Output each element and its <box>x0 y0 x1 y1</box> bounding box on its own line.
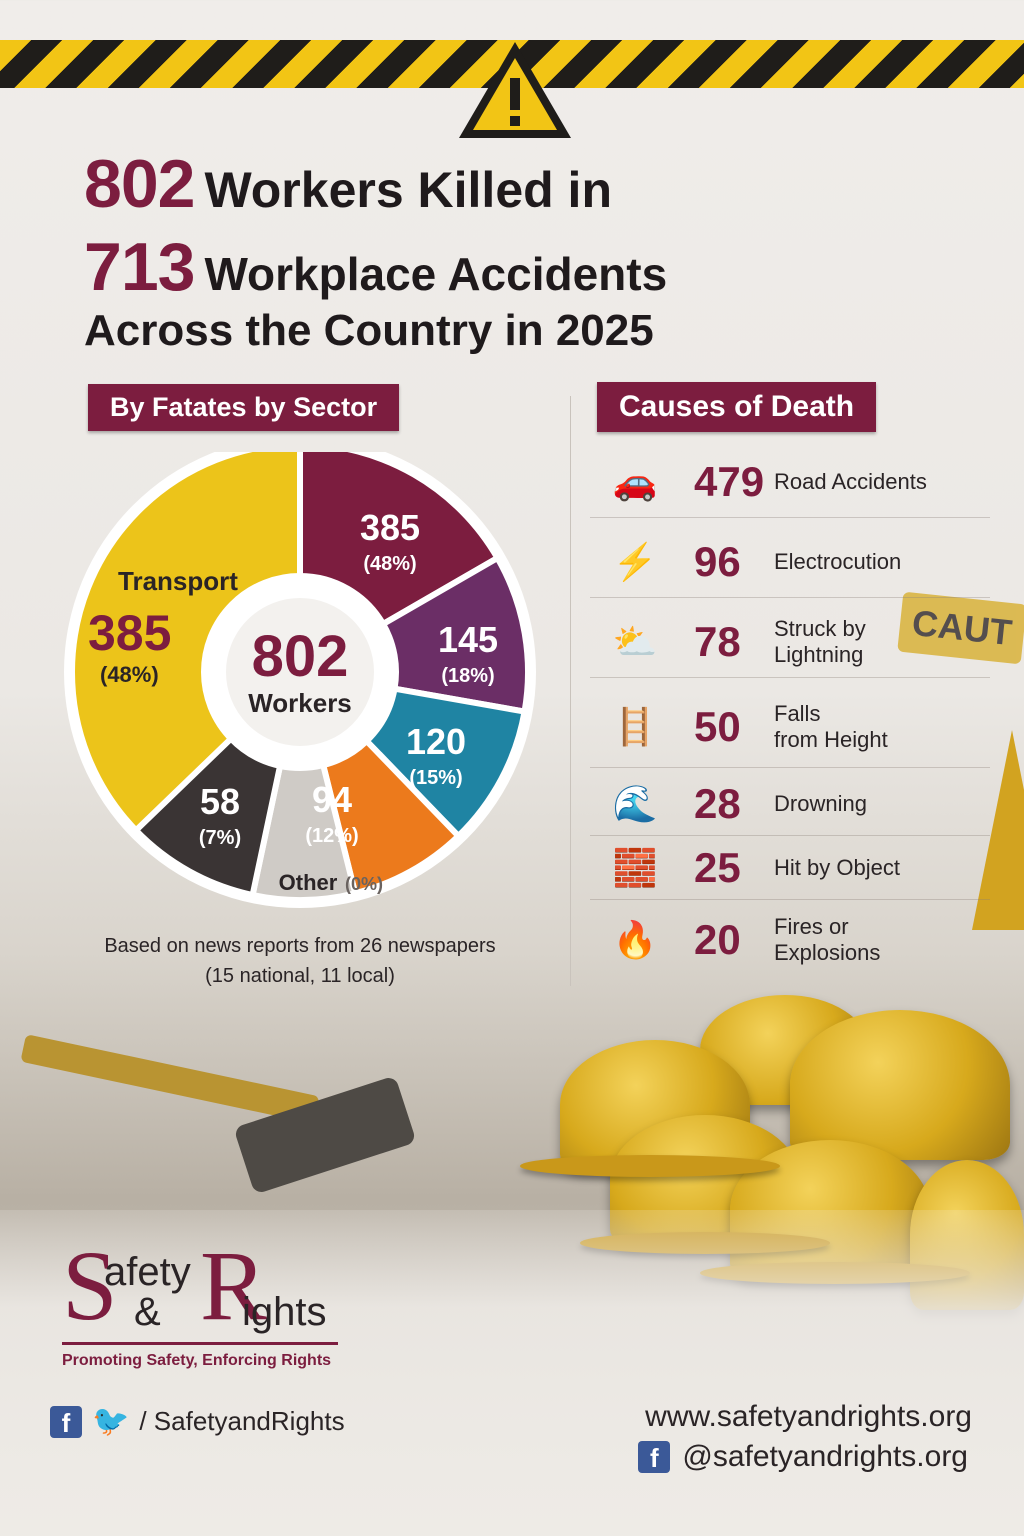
slice-category-label: Transport <box>118 566 238 596</box>
cause-row-road-accidents: 🚗 479 Road Accidents <box>590 446 990 518</box>
slice-percent-label: (0%) <box>345 874 383 894</box>
slice-percent-label: (15%) <box>409 767 462 789</box>
cause-row-drowning: 🌊 28 Drowning <box>590 772 990 836</box>
logo-letter-r: R <box>200 1230 267 1341</box>
slice-value-label: 120 <box>406 721 466 762</box>
logo-text-afety: afety <box>104 1250 191 1294</box>
cause-label: Hit by Object <box>774 855 900 881</box>
donut-slice <box>131 734 284 899</box>
facebook-icon[interactable]: f <box>638 1441 671 1473</box>
twitter-icon[interactable]: 🐦 <box>92 1405 130 1438</box>
cause-label-line-1: Struck by <box>774 615 866 641</box>
cause-row-falls: 🪜 50 Falls from Height <box>590 686 990 768</box>
cause-row-fires: 🔥 20 Fires or Explosions <box>590 902 990 978</box>
fire-icon: 🔥 <box>612 919 658 960</box>
hard-hat <box>790 1010 1010 1160</box>
source-note-line-2: (15 national, 11 local) <box>205 965 395 987</box>
sector-donut-chart: 802 Workers Transport385(48%)385(48%)145… <box>64 452 536 908</box>
cause-label-line-1: Electrocution <box>774 548 902 574</box>
cause-count: 28 <box>694 779 741 827</box>
logo-letter-s: S <box>62 1230 118 1341</box>
cause-label-line-1: Fires or <box>774 914 849 939</box>
cause-label-line-1: Road Accidents <box>774 468 927 494</box>
slice-percent-label: (48%) <box>363 553 416 575</box>
cause-label: Falls from Height <box>774 701 888 753</box>
slice-percent-label: (18%) <box>441 665 494 687</box>
cause-label: Electrocution <box>774 549 901 575</box>
falling-person-icon: 🪜 <box>612 705 658 747</box>
cause-row-hit-by-object: 🧱 25 Hit by Object <box>590 836 990 900</box>
car-crash-icon: 🚗 <box>612 460 658 502</box>
facebook-handle-row: f @safetyandrights.org <box>638 1440 968 1474</box>
donut-center-number: 802 <box>252 624 349 689</box>
logo-ampersand: & <box>134 1290 161 1334</box>
cause-label: Drowning <box>774 791 867 817</box>
slice-percent-label: (12%) <box>305 825 358 847</box>
slice-value-label: 94 <box>312 779 352 820</box>
donut-hole <box>218 590 382 754</box>
traffic-cone <box>972 730 1024 930</box>
cause-label: Struck by Lightning <box>774 616 866 668</box>
warning-triangle-icon <box>459 42 571 138</box>
cause-label: Road Accidents <box>774 469 927 495</box>
cause-row-lightning: ⛅ 78 Struck by Lightning <box>590 606 990 678</box>
social-handle[interactable]: / SafetyandRights <box>139 1406 345 1436</box>
cause-label-line-1: Falls <box>774 700 821 726</box>
slice-value-label: 145 <box>438 619 498 660</box>
cause-label-line-1: Drowning <box>774 790 867 816</box>
hammer-handle <box>20 1034 320 1124</box>
logo-underline <box>62 1342 338 1345</box>
headline-accidents-number: 713 <box>84 229 195 305</box>
cause-label-line-1: Hit by Object <box>774 854 900 880</box>
social-links: f 🐦 / SafetyandRights <box>50 1404 345 1439</box>
falling-brick-icon: 🧱 <box>612 846 658 888</box>
footer <box>0 1210 1024 1536</box>
hard-hat-brim <box>520 1155 780 1177</box>
cause-label-line-2: from Height <box>774 726 888 752</box>
lightning-cloud-icon: ⛅ <box>612 620 658 662</box>
cause-count: 25 <box>694 843 741 891</box>
cause-count: 78 <box>694 617 741 665</box>
headline-line-1: 802 Workers Killed in <box>84 145 612 223</box>
cause-count: 96 <box>694 537 741 585</box>
cause-count: 20 <box>694 916 741 963</box>
donut-slice <box>297 452 502 629</box>
cause-label-line-2: Explosions <box>774 940 881 965</box>
slice-category-label: Other <box>279 870 338 895</box>
sector-panel-title: By Fatates by Sector <box>88 384 400 431</box>
headline-line-1-text: Workers Killed in <box>204 162 612 218</box>
slice-percent-label: (7%) <box>199 827 241 849</box>
headline-line-3: Across the Country in 2025 <box>84 306 654 355</box>
slice-value-label: 385 <box>360 507 420 548</box>
slice-percent-label: (48%) <box>100 662 159 687</box>
logo-tagline: Promoting Safety, Enforcing Rights <box>62 1352 332 1369</box>
logo-text-ights: ights <box>242 1290 327 1334</box>
causes-panel-title: Causes of Death <box>597 382 877 432</box>
slice-value-label: 385 <box>88 605 171 661</box>
cause-label-line-2: Lightning <box>774 641 864 667</box>
cause-count: 479 <box>694 457 765 505</box>
headline-deaths-number: 802 <box>84 146 195 222</box>
source-note-line-1: Based on news reports from 26 newspapers <box>104 935 496 957</box>
electric-shock-icon: ⚡ <box>612 540 658 582</box>
website-link[interactable]: www.safetyandrights.org <box>645 1400 972 1433</box>
donut-center-label: Workers <box>248 688 352 718</box>
facebook-icon[interactable]: f <box>50 1405 82 1438</box>
cause-label: Fires or Explosions <box>774 914 880 966</box>
drowning-person-icon: 🌊 <box>612 782 658 824</box>
cause-count: 50 <box>694 702 741 750</box>
headline-line-2: 713 Workplace Accidents <box>84 228 667 306</box>
panel-divider <box>570 396 571 986</box>
headline-line-2-text: Workplace Accidents <box>204 248 668 300</box>
facebook-handle[interactable]: @safetyandrights.org <box>682 1440 968 1473</box>
cause-row-electrocution: ⚡ 96 Electrocution <box>590 526 990 598</box>
slice-value-label: 58 <box>200 781 240 822</box>
